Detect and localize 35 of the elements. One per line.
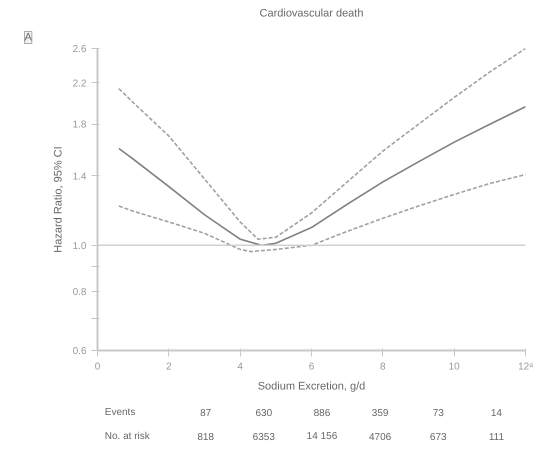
text: 630 [255,408,273,419]
line-series [118,174,526,252]
text: 14 156 [306,431,338,442]
text: 4706 [368,432,392,444]
text: 87 [200,408,212,419]
x-tick-label: 4 [237,362,244,372]
x-tick-label: 12ᵃ [518,362,534,372]
x-axis-title: Sodium Excretion, g/d [258,380,366,392]
x-tick-label: 6 [308,362,315,372]
x-tick-label: 8 [380,362,386,372]
chart-title: Cardiovascular death [260,8,364,20]
x-tick-label: 2 [166,362,172,372]
text: 673 [430,432,448,444]
y-axis-title: Hazard Ratio, 95% CI [52,146,65,253]
y-tick-label: 2.2 [72,78,87,90]
text: Events [104,406,136,418]
y-tick-label: 1.4 [72,171,87,182]
text: 818 [197,432,214,444]
y-tick-label: 2.6 [72,44,87,55]
line-series [118,48,526,240]
text: No. at risk [104,431,151,442]
text: 6353 [252,432,276,444]
text: 73 [432,408,444,419]
y-tick-label: 0.6 [72,346,87,357]
text: A [24,32,32,44]
text: 359 [372,408,389,419]
line-series [118,106,526,246]
x-tick-label: 10 [448,362,460,372]
y-tick-label: 1.8 [72,120,87,131]
x-tick-label: 0 [94,362,101,372]
text: 886 [314,408,331,419]
text: 111 [488,432,504,444]
text: 14 [490,408,502,419]
y-tick-label: 0.8 [72,286,87,298]
y-tick-label: 1.0 [72,240,87,252]
